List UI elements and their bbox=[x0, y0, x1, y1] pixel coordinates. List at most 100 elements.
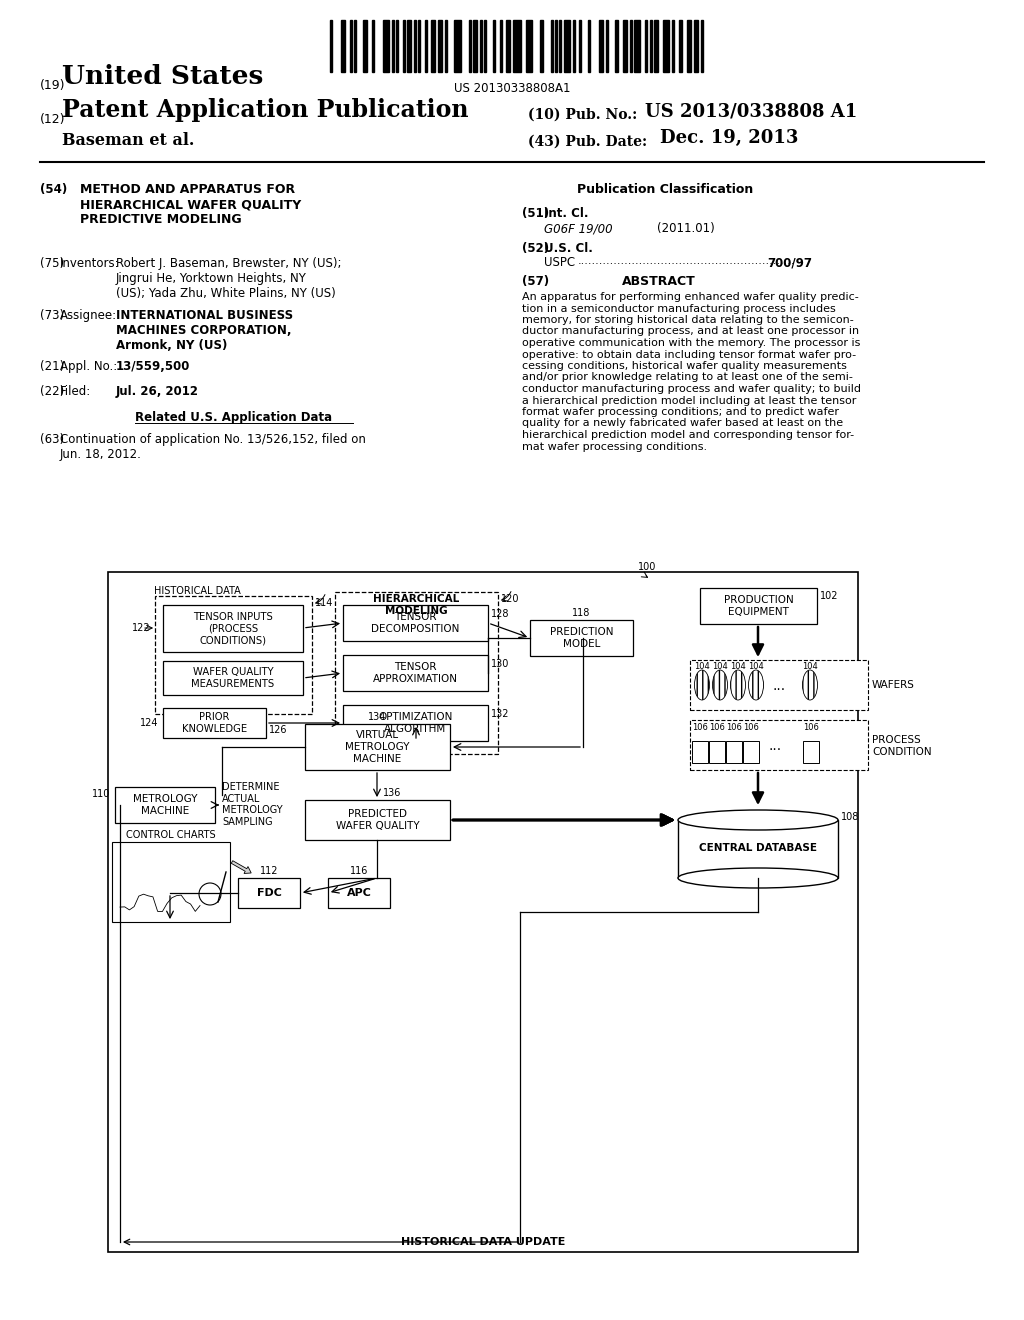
Bar bbox=[803, 741, 819, 763]
Ellipse shape bbox=[803, 671, 817, 700]
Text: operative communication with the memory. The processor is: operative communication with the memory.… bbox=[522, 338, 860, 348]
Bar bbox=[408, 20, 411, 73]
Bar bbox=[743, 741, 759, 763]
Text: 106: 106 bbox=[709, 723, 725, 733]
Text: 116: 116 bbox=[350, 866, 369, 876]
Text: (51): (51) bbox=[522, 207, 549, 220]
Text: VIRTUAL
METROLOGY
MACHINE: VIRTUAL METROLOGY MACHINE bbox=[345, 730, 410, 763]
Bar bbox=[672, 20, 674, 73]
Text: (43) Pub. Date:: (43) Pub. Date: bbox=[528, 135, 647, 149]
Text: 120: 120 bbox=[501, 594, 519, 605]
Text: 124: 124 bbox=[139, 718, 158, 729]
Text: mat wafer processing conditions.: mat wafer processing conditions. bbox=[522, 441, 708, 451]
Text: a hierarchical prediction model including at least the tensor: a hierarchical prediction model includin… bbox=[522, 396, 856, 405]
Text: Patent Application Publication: Patent Application Publication bbox=[62, 98, 469, 121]
Bar bbox=[726, 741, 742, 763]
Text: PROCESS
CONDITION: PROCESS CONDITION bbox=[872, 735, 932, 756]
Text: Jul. 26, 2012: Jul. 26, 2012 bbox=[116, 385, 199, 399]
Text: DETERMINE
ACTUAL
METROLOGY
SAMPLING: DETERMINE ACTUAL METROLOGY SAMPLING bbox=[222, 781, 283, 826]
Text: WAFERS: WAFERS bbox=[872, 680, 914, 690]
Text: hierarchical prediction model and corresponding tensor for-: hierarchical prediction model and corres… bbox=[522, 430, 854, 440]
Text: (12): (12) bbox=[40, 114, 66, 125]
Bar bbox=[687, 20, 691, 73]
Text: format wafer processing conditions; and to predict wafer: format wafer processing conditions; and … bbox=[522, 407, 839, 417]
Bar bbox=[402, 20, 404, 73]
Text: and/or prior knowledge relating to at least one of the semi-: and/or prior knowledge relating to at le… bbox=[522, 372, 853, 383]
Bar bbox=[630, 20, 632, 73]
Bar bbox=[454, 20, 461, 73]
Text: TENSOR
APPROXIMATION: TENSOR APPROXIMATION bbox=[373, 663, 458, 684]
Text: (57): (57) bbox=[522, 275, 549, 288]
Ellipse shape bbox=[694, 671, 710, 700]
Bar bbox=[480, 20, 482, 73]
Text: 128: 128 bbox=[490, 609, 510, 619]
Bar bbox=[588, 20, 590, 73]
Text: 104: 104 bbox=[712, 663, 728, 671]
Bar bbox=[473, 20, 477, 73]
Bar bbox=[383, 20, 389, 73]
Bar bbox=[650, 20, 652, 73]
Text: (10) Pub. No.:: (10) Pub. No.: bbox=[528, 108, 637, 121]
FancyBboxPatch shape bbox=[155, 597, 312, 714]
Text: 112: 112 bbox=[260, 866, 279, 876]
Text: 132: 132 bbox=[490, 709, 510, 719]
Text: TENSOR INPUTS
(PROCESS
CONDITIONS): TENSOR INPUTS (PROCESS CONDITIONS) bbox=[194, 612, 272, 645]
Text: HISTORICAL DATA: HISTORICAL DATA bbox=[154, 586, 241, 597]
FancyBboxPatch shape bbox=[238, 878, 300, 908]
Bar bbox=[513, 20, 521, 73]
FancyBboxPatch shape bbox=[690, 660, 868, 710]
FancyBboxPatch shape bbox=[335, 591, 498, 754]
Bar bbox=[414, 20, 416, 73]
Bar bbox=[425, 20, 427, 73]
Bar bbox=[564, 20, 569, 73]
Text: tion in a semiconductor manufacturing process includes: tion in a semiconductor manufacturing pr… bbox=[522, 304, 836, 314]
Text: An apparatus for performing enhanced wafer quality predic-: An apparatus for performing enhanced waf… bbox=[522, 292, 859, 302]
Text: ............................................................: ........................................… bbox=[578, 256, 796, 267]
Bar bbox=[555, 20, 557, 73]
Text: PREDICTED
WAFER QUALITY: PREDICTED WAFER QUALITY bbox=[336, 809, 419, 830]
FancyBboxPatch shape bbox=[700, 587, 817, 624]
Text: TENSOR
DECOMPOSITION: TENSOR DECOMPOSITION bbox=[372, 612, 460, 634]
Text: WAFER QUALITY
MEASUREMENTS: WAFER QUALITY MEASUREMENTS bbox=[191, 667, 274, 689]
Text: METROLOGY
MACHINE: METROLOGY MACHINE bbox=[133, 795, 198, 816]
Text: G06F 19/00: G06F 19/00 bbox=[544, 222, 612, 235]
Bar bbox=[580, 20, 582, 73]
FancyArrow shape bbox=[231, 861, 251, 874]
Text: 114: 114 bbox=[315, 598, 334, 609]
Text: US 2013/0338808 A1: US 2013/0338808 A1 bbox=[645, 103, 857, 121]
FancyBboxPatch shape bbox=[328, 878, 390, 908]
Bar bbox=[572, 20, 574, 73]
Bar bbox=[500, 20, 502, 73]
Text: 122: 122 bbox=[132, 623, 151, 634]
Text: ...: ... bbox=[768, 739, 781, 752]
Ellipse shape bbox=[713, 671, 727, 700]
Bar bbox=[330, 20, 332, 73]
Text: ductor manufacturing process, and at least one processor in: ductor manufacturing process, and at lea… bbox=[522, 326, 859, 337]
Text: ABSTRACT: ABSTRACT bbox=[622, 275, 695, 288]
Bar bbox=[112, 842, 230, 921]
Text: 104: 104 bbox=[749, 663, 764, 671]
Bar bbox=[341, 20, 345, 73]
Bar bbox=[507, 20, 510, 73]
FancyBboxPatch shape bbox=[163, 708, 266, 738]
Text: (2011.01): (2011.01) bbox=[657, 222, 715, 235]
Text: 700/97: 700/97 bbox=[767, 256, 812, 269]
Bar bbox=[396, 20, 398, 73]
Bar bbox=[526, 20, 532, 73]
FancyBboxPatch shape bbox=[343, 705, 488, 741]
Text: PRIOR
KNOWLEDGE: PRIOR KNOWLEDGE bbox=[182, 713, 247, 734]
Bar bbox=[469, 20, 471, 73]
Text: HISTORICAL DATA UPDATE: HISTORICAL DATA UPDATE bbox=[400, 1237, 565, 1247]
Bar bbox=[679, 20, 682, 73]
Text: conductor manufacturing process and wafer quality; to build: conductor manufacturing process and wafe… bbox=[522, 384, 861, 393]
Bar bbox=[614, 20, 618, 73]
Bar bbox=[635, 20, 640, 73]
Bar bbox=[350, 20, 352, 73]
Text: CENTRAL DATABASE: CENTRAL DATABASE bbox=[699, 843, 817, 853]
Bar bbox=[709, 741, 725, 763]
Bar bbox=[694, 20, 697, 73]
Text: HIERARCHICAL
MODELING: HIERARCHICAL MODELING bbox=[374, 594, 460, 615]
Bar bbox=[624, 20, 628, 73]
Text: 108: 108 bbox=[841, 812, 859, 822]
Text: 118: 118 bbox=[571, 609, 590, 618]
